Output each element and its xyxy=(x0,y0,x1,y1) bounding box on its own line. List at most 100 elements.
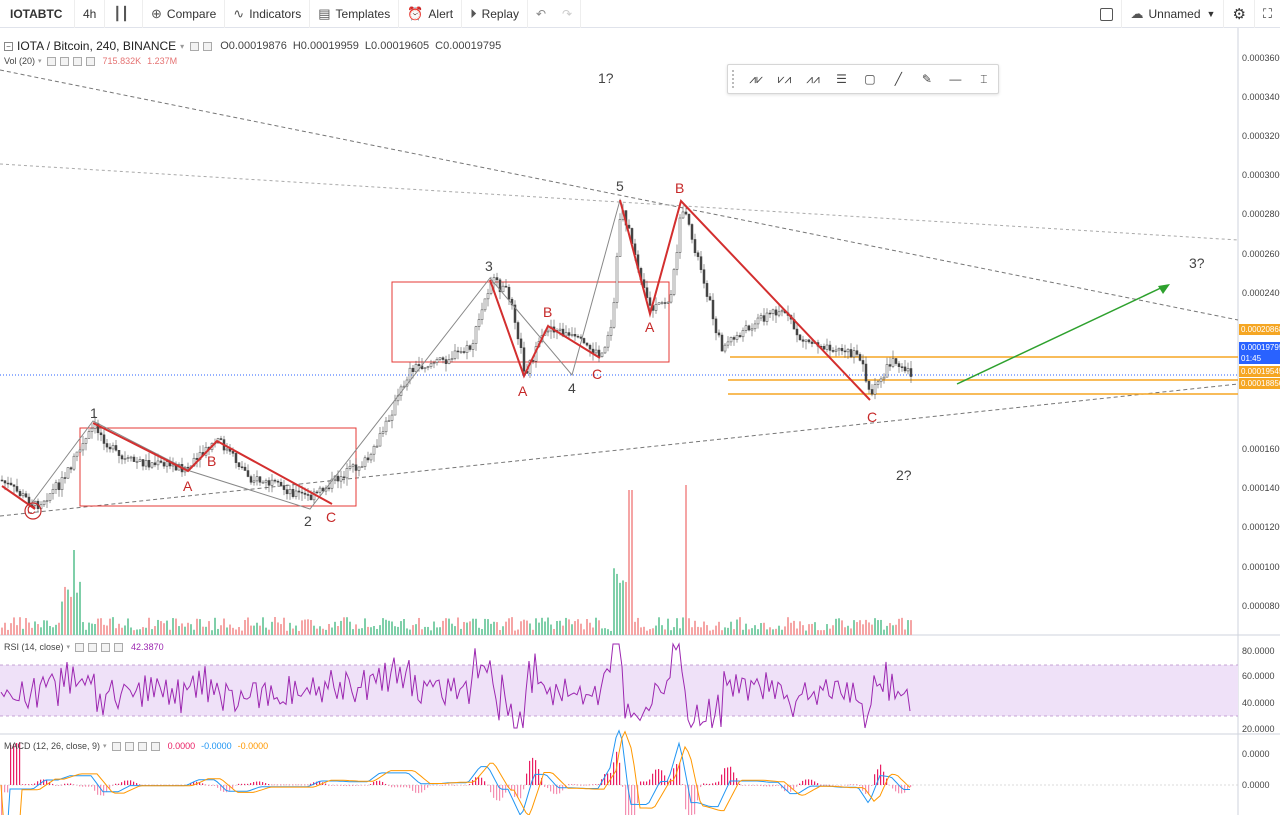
volume-bar xyxy=(571,624,573,635)
volume-bar xyxy=(502,626,504,635)
volume-bar xyxy=(136,629,138,635)
trendline-lower-dashed[interactable] xyxy=(0,383,1239,517)
layout-toggle[interactable] xyxy=(1092,0,1121,28)
volume-bar xyxy=(814,622,816,635)
volume-bar xyxy=(688,618,690,635)
more-icon[interactable] xyxy=(150,741,160,751)
wave-count-path[interactable] xyxy=(27,198,651,510)
chevron-down-icon[interactable]: ▾ xyxy=(66,644,71,651)
price-tag-resistance: 0.00020868 xyxy=(1239,324,1280,335)
candle-body xyxy=(279,481,283,486)
volume-bar xyxy=(385,619,387,635)
target-arrow[interactable] xyxy=(956,285,1166,385)
layout-name-button[interactable]: ☁ Unnamed ▼ xyxy=(1121,0,1223,28)
volume-bar xyxy=(745,623,747,635)
drag-handle[interactable] xyxy=(732,70,742,88)
volume-bar xyxy=(97,618,99,635)
candle-body xyxy=(831,350,835,352)
red-wave-c-start[interactable] xyxy=(1,485,36,510)
more-icon[interactable] xyxy=(114,642,124,652)
settings-button[interactable]: ⚙ xyxy=(1223,0,1253,28)
macd-histogram-bar xyxy=(436,785,438,786)
macd-histogram-bar xyxy=(256,781,258,785)
volume-bar xyxy=(403,619,405,635)
chevron-down-icon[interactable]: ▾ xyxy=(103,743,107,750)
chevron-down-icon[interactable]: ▾ xyxy=(180,41,185,51)
macd-histogram-bar xyxy=(520,785,522,799)
undo-button[interactable]: ↶ xyxy=(528,0,554,28)
volume-bar xyxy=(253,625,255,635)
volume-bar xyxy=(877,620,879,635)
candle-body xyxy=(477,319,481,327)
elliott-triangle-tool[interactable]: ⩘⩘ xyxy=(799,65,827,93)
candle-body xyxy=(339,476,343,482)
volume-bar xyxy=(187,622,189,635)
line-style-tool[interactable]: ☰ xyxy=(827,65,855,93)
elliott-impulse-tool[interactable]: ⩘⩗ xyxy=(742,65,770,93)
close-icon[interactable] xyxy=(101,642,111,652)
horizontal-line-tool[interactable]: — xyxy=(941,65,969,93)
alert-button[interactable]: ⏰ Alert xyxy=(399,0,463,28)
macd-histogram-bar xyxy=(100,785,102,796)
redo-button[interactable]: ↷ xyxy=(554,0,582,28)
rsi-band xyxy=(0,665,1238,716)
eye-icon[interactable] xyxy=(46,56,56,66)
eye-icon[interactable] xyxy=(75,642,85,652)
macd-histogram-bar xyxy=(289,784,291,786)
candle-body xyxy=(849,349,853,358)
macd-legend: MACD (12, 26, close, 9) ▾ 0.0000 -0.0000… xyxy=(4,741,268,751)
close-icon[interactable] xyxy=(137,741,147,751)
settings-icon[interactable] xyxy=(203,41,213,51)
chevron-down-icon[interactable]: ▾ xyxy=(38,58,42,65)
indicators-button[interactable]: ∿ Indicators xyxy=(225,0,311,28)
candle-body xyxy=(411,367,415,373)
brush-tool[interactable]: ✎ xyxy=(913,65,941,93)
candle-body xyxy=(375,445,379,448)
redo-icon: ↷ xyxy=(562,6,573,21)
more-icon[interactable] xyxy=(85,56,95,66)
settings-icon[interactable] xyxy=(124,741,134,751)
macd-histogram-bar xyxy=(712,783,714,785)
eye-icon[interactable] xyxy=(111,741,121,751)
rectangle-tool[interactable]: ▢ xyxy=(856,65,884,93)
eye-icon[interactable] xyxy=(190,41,200,51)
interval-button[interactable]: 4h xyxy=(75,0,106,28)
macd-histogram-bar xyxy=(97,785,99,795)
chart-canvas[interactable] xyxy=(0,28,1280,815)
volume-bar xyxy=(613,568,615,635)
macd-histogram-bar xyxy=(106,785,108,793)
settings-icon[interactable] xyxy=(88,642,98,652)
text-cursor-tool[interactable]: ⌶ xyxy=(970,65,998,93)
macd-histogram-bar xyxy=(901,785,903,794)
macd-histogram-bar xyxy=(586,784,588,786)
price-tag-current: 0.00019795 xyxy=(1239,342,1280,353)
macd-histogram-bar xyxy=(496,785,498,801)
elliott-correction-tool[interactable]: ⩗⩘ xyxy=(770,65,798,93)
volume-bar xyxy=(358,628,360,635)
volume-bar xyxy=(292,628,294,635)
chart-type-button[interactable]: ┃┃ xyxy=(105,0,144,28)
trend-line-tool[interactable]: ╱ xyxy=(884,65,912,93)
symbol-search[interactable]: IOTABTC xyxy=(0,0,75,28)
volume-bar xyxy=(67,589,69,635)
macd-histogram-bar xyxy=(355,785,357,786)
macd-histogram-bar xyxy=(265,783,267,785)
templates-button[interactable]: ▤ Templates xyxy=(310,0,400,28)
settings-icon[interactable] xyxy=(59,56,69,66)
macd-histogram-bar xyxy=(859,785,861,787)
compare-button[interactable]: ⊕ Compare xyxy=(143,0,226,28)
trendline-upper-dashed[interactable] xyxy=(0,69,1239,321)
replay-button[interactable]: ⏵ Replay xyxy=(462,0,528,28)
red-wave-abc-1[interactable] xyxy=(92,422,333,505)
macd-histogram-bar xyxy=(115,783,117,785)
candle-body xyxy=(291,489,295,497)
red-wave-abc-3[interactable] xyxy=(619,199,871,401)
fullscreen-button[interactable]: ⛶ xyxy=(1253,0,1280,28)
red-wave-abc-2[interactable] xyxy=(489,279,601,379)
collapse-icon[interactable]: − xyxy=(4,41,13,51)
volume-bar xyxy=(706,625,708,635)
close-icon[interactable] xyxy=(72,56,82,66)
